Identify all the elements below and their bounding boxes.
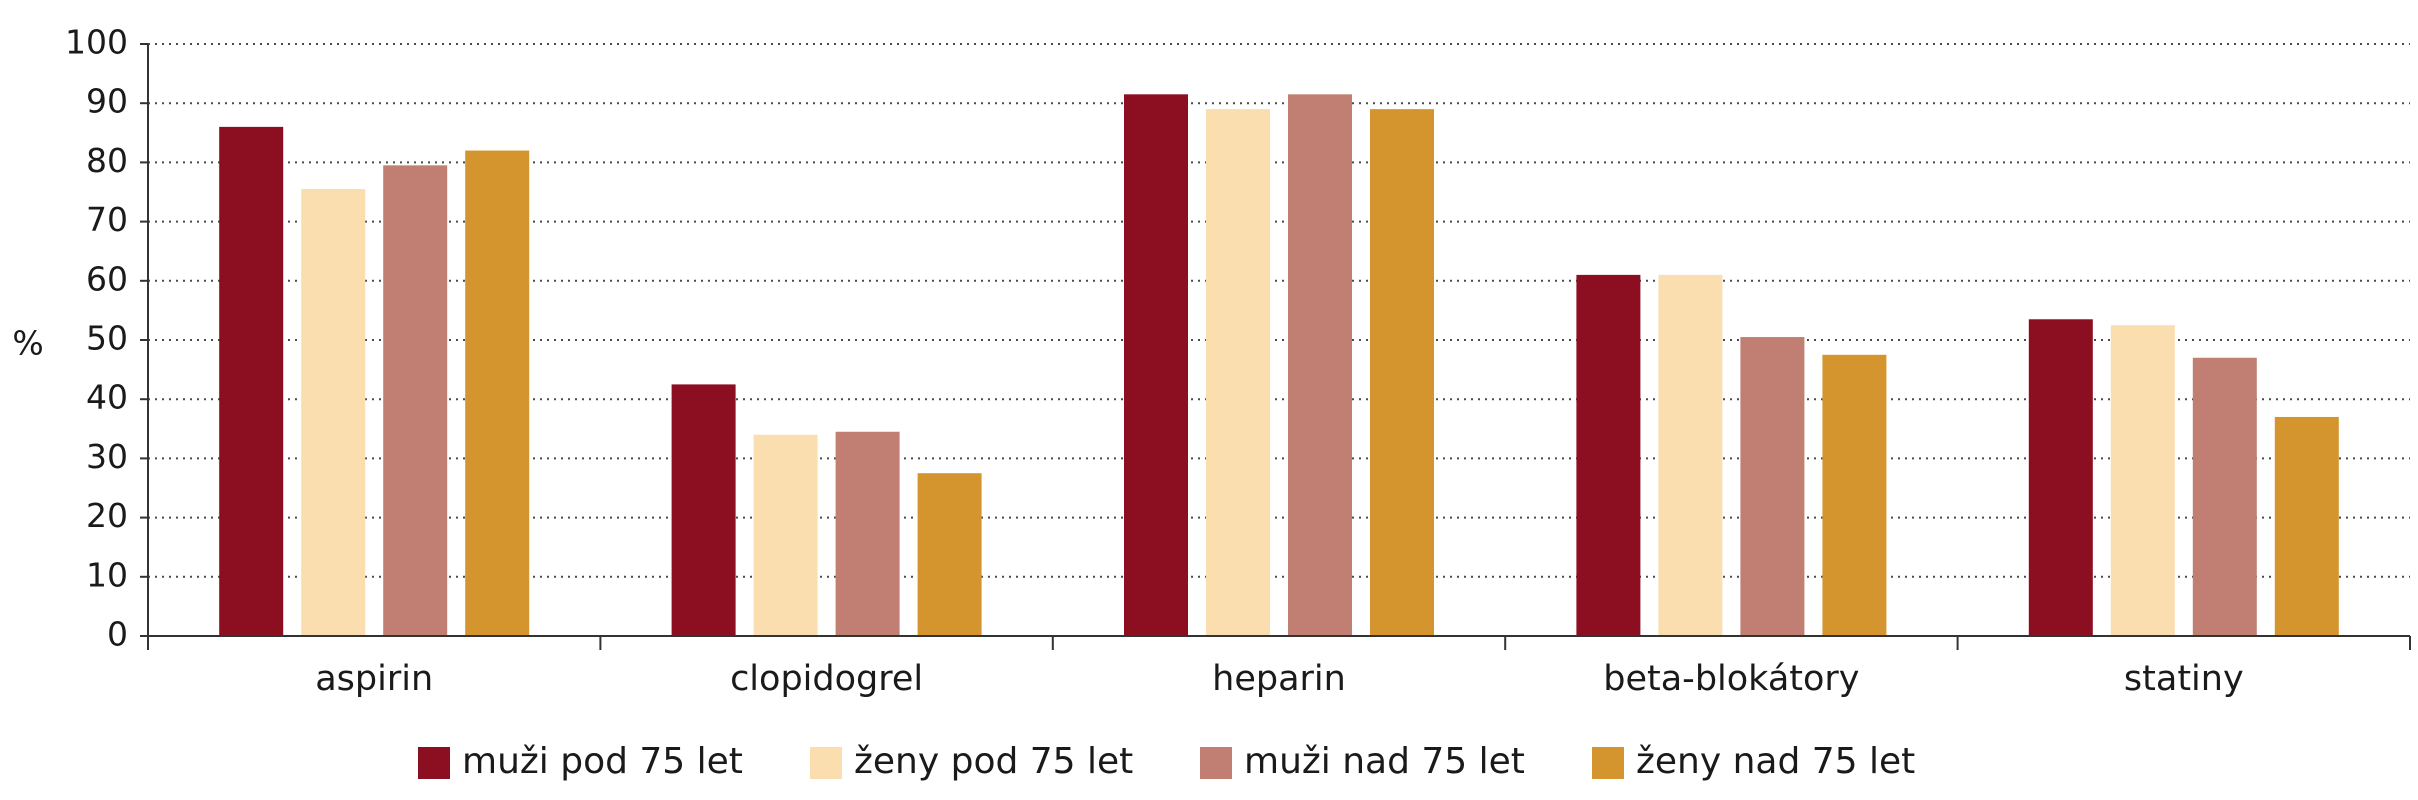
legend-item: ženy nad 75 let — [1592, 741, 1915, 782]
bar — [2192, 357, 2257, 636]
y-tick-label: 40 — [86, 378, 128, 417]
bar — [671, 384, 736, 636]
bar — [835, 431, 900, 636]
axes — [140, 43, 2411, 650]
bar — [219, 126, 284, 636]
bar — [465, 150, 530, 636]
legend-item: muži pod 75 let — [418, 741, 743, 782]
category-label: clopidogrel — [730, 659, 923, 699]
bar — [2028, 319, 2093, 636]
bar — [917, 473, 982, 636]
bar — [1206, 109, 1270, 637]
bar — [2274, 416, 2339, 636]
category-label: aspirin — [315, 659, 433, 699]
bar — [1288, 94, 1352, 636]
bar — [753, 434, 818, 636]
legend-swatch — [1200, 747, 1232, 779]
legend-label: ženy nad 75 let — [1636, 741, 1915, 782]
y-tick-label: 30 — [86, 437, 128, 476]
y-tick-label: 10 — [86, 555, 128, 594]
bar — [1658, 274, 1723, 636]
legend-swatch — [810, 747, 842, 779]
bars — [219, 94, 2339, 637]
y-tick-label: 90 — [86, 82, 128, 121]
y-tick-label: 50 — [86, 319, 128, 358]
bar — [1822, 354, 1887, 636]
legend: muži pod 75 let ženy pod 75 let muži nad 7… — [418, 741, 1915, 782]
category-labels: aspirin clopidogrel heparin beta-blokátory s… — [315, 659, 2243, 699]
legend-swatch — [1592, 747, 1624, 779]
y-tick-label: 100 — [65, 23, 128, 62]
y-tick-label: 80 — [86, 141, 128, 180]
bar — [383, 165, 448, 637]
legend-item: muži nad 75 let — [1200, 741, 1525, 782]
bar — [2110, 325, 2175, 636]
category-label: heparin — [1212, 659, 1346, 699]
y-axis-label: % — [12, 324, 43, 363]
legend-item: ženy pod 75 let — [810, 741, 1133, 782]
legend-swatch — [418, 747, 450, 779]
bar — [1370, 109, 1434, 637]
bar — [1576, 274, 1641, 636]
y-tick-labels: 0 10 20 30 40 50 60 70 80 90 100 — [65, 23, 128, 654]
y-tick-label: 70 — [86, 200, 128, 239]
bar — [1124, 94, 1188, 636]
y-tick-label: 0 — [107, 615, 128, 654]
y-tick-label: 20 — [86, 496, 128, 535]
bar — [1740, 337, 1805, 636]
category-label: beta-blokátory — [1603, 659, 1859, 699]
category-label: statiny — [2124, 659, 2244, 699]
bar — [301, 189, 366, 637]
legend-label: muži nad 75 let — [1244, 741, 1525, 782]
y-tick-label: 60 — [86, 259, 128, 298]
legend-label: muži pod 75 let — [462, 741, 743, 782]
legend-label: ženy pod 75 let — [854, 741, 1133, 782]
